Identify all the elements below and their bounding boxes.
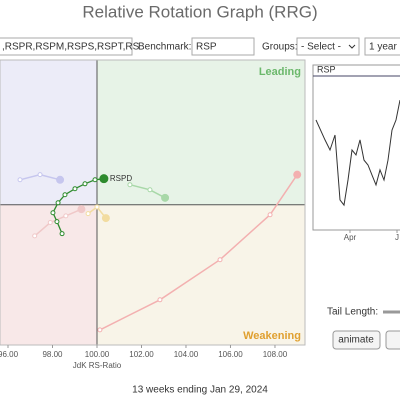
tail-point xyxy=(59,231,65,237)
chart-frame xyxy=(312,64,400,231)
tail-point xyxy=(161,193,170,202)
rrg-frame xyxy=(0,59,306,346)
x-tick-label: 96.00 xyxy=(0,350,19,359)
tail-point xyxy=(99,174,109,184)
quadrant-leading xyxy=(96,60,305,205)
price-line xyxy=(315,100,400,207)
x-tick-label: J xyxy=(395,233,399,242)
benchmark-input[interactable] xyxy=(191,37,255,56)
x-tick-label: Apr xyxy=(344,233,357,242)
tail-point xyxy=(77,205,86,214)
footer: 13 weeks ending Jan 29, 2024 xyxy=(132,385,268,396)
benchmark-text: RSP xyxy=(196,42,217,53)
tail-point xyxy=(94,204,100,210)
tail-point xyxy=(54,219,60,225)
groups-select[interactable] xyxy=(296,37,360,56)
page-title: Relative Rotation Graph (RRG) xyxy=(82,2,317,21)
tail-point xyxy=(217,257,223,263)
tail-point xyxy=(267,212,273,218)
tail-point xyxy=(55,200,61,206)
x-tick-label: 100.00 xyxy=(85,350,110,359)
animate-button[interactable] xyxy=(332,330,381,350)
select-arrow xyxy=(348,44,356,49)
tail-point xyxy=(97,327,103,333)
tail-point xyxy=(72,186,78,192)
tail-point xyxy=(157,297,163,303)
tail-point xyxy=(82,181,88,187)
animate-text: animate xyxy=(338,335,374,346)
price-chart: RSP Apr J xyxy=(312,64,400,242)
tail-point xyxy=(101,214,110,223)
tail-point xyxy=(63,213,69,219)
tail-point xyxy=(127,182,133,188)
x-tick-label: 102.00 xyxy=(129,350,154,359)
tail-point xyxy=(32,233,38,239)
tail-point xyxy=(47,220,53,226)
quadrant-weakening xyxy=(96,204,305,345)
tail-point xyxy=(293,170,302,179)
rrg-plot: Leading Weakening RSPD xyxy=(0,60,305,345)
tail-length-label: Tail Length: xyxy=(327,307,378,318)
quadrant-lagging xyxy=(0,204,97,345)
quadrant-label: Weakening xyxy=(243,330,301,342)
tail-point xyxy=(50,210,56,216)
tail-point xyxy=(56,175,65,184)
tail-point xyxy=(17,177,23,183)
tail-line xyxy=(34,208,82,237)
groups-label: Groups: xyxy=(262,42,298,53)
tail-point xyxy=(147,187,153,193)
tail-point xyxy=(62,192,68,198)
period-select[interactable] xyxy=(364,37,400,56)
x-tick-label: 106.00 xyxy=(218,350,243,359)
symbols-text: ,RSPR,RSPM,RSPS,RSPT,RS xyxy=(2,42,140,53)
groups-text: - Select - xyxy=(301,42,341,53)
x-tick-label: 108.00 xyxy=(263,350,288,359)
tail-point xyxy=(37,172,43,178)
tail-point xyxy=(92,177,98,183)
chart-title: RSP xyxy=(317,64,336,74)
x-tick-label: 104.00 xyxy=(174,350,199,359)
x-tick-label: 98.00 xyxy=(42,350,63,359)
series-label: RSPD xyxy=(110,174,132,183)
benchmark-label: Benchmark: xyxy=(138,42,191,53)
tail-point xyxy=(85,211,91,217)
quadrant-improving xyxy=(0,60,97,205)
symbols-input[interactable] xyxy=(0,37,133,56)
x-axis-label: JdK RS-Ratio xyxy=(73,361,122,370)
next-button[interactable] xyxy=(385,330,400,350)
quadrant-label: Leading xyxy=(259,66,301,78)
period-text: 1 year xyxy=(369,42,397,53)
